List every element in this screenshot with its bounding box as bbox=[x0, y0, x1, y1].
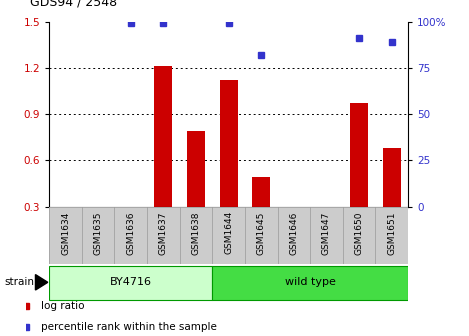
Text: GSM1634: GSM1634 bbox=[61, 211, 70, 255]
Text: wild type: wild type bbox=[285, 277, 336, 287]
Bar bbox=[350, 103, 368, 207]
Text: log ratio: log ratio bbox=[41, 301, 84, 311]
Bar bbox=[252, 177, 270, 207]
Text: GSM1635: GSM1635 bbox=[94, 211, 103, 255]
Text: GSM1645: GSM1645 bbox=[257, 211, 266, 255]
Text: GSM1647: GSM1647 bbox=[322, 211, 331, 255]
Bar bbox=[49, 266, 212, 300]
Bar bbox=[154, 67, 173, 207]
Text: GDS94 / 2548: GDS94 / 2548 bbox=[30, 0, 118, 8]
Text: strain: strain bbox=[4, 277, 34, 287]
Bar bbox=[212, 266, 408, 300]
Text: GSM1644: GSM1644 bbox=[224, 211, 233, 254]
Polygon shape bbox=[36, 275, 48, 290]
Text: BY4716: BY4716 bbox=[110, 277, 152, 287]
Text: GSM1636: GSM1636 bbox=[126, 211, 135, 255]
Text: GSM1638: GSM1638 bbox=[191, 211, 201, 255]
Text: GSM1650: GSM1650 bbox=[355, 211, 363, 255]
Text: GSM1646: GSM1646 bbox=[289, 211, 298, 255]
Bar bbox=[219, 80, 238, 207]
Text: GSM1637: GSM1637 bbox=[159, 211, 168, 255]
Bar bbox=[383, 148, 401, 207]
Text: GSM1651: GSM1651 bbox=[387, 211, 396, 255]
Text: percentile rank within the sample: percentile rank within the sample bbox=[41, 322, 217, 332]
Bar bbox=[187, 131, 205, 207]
